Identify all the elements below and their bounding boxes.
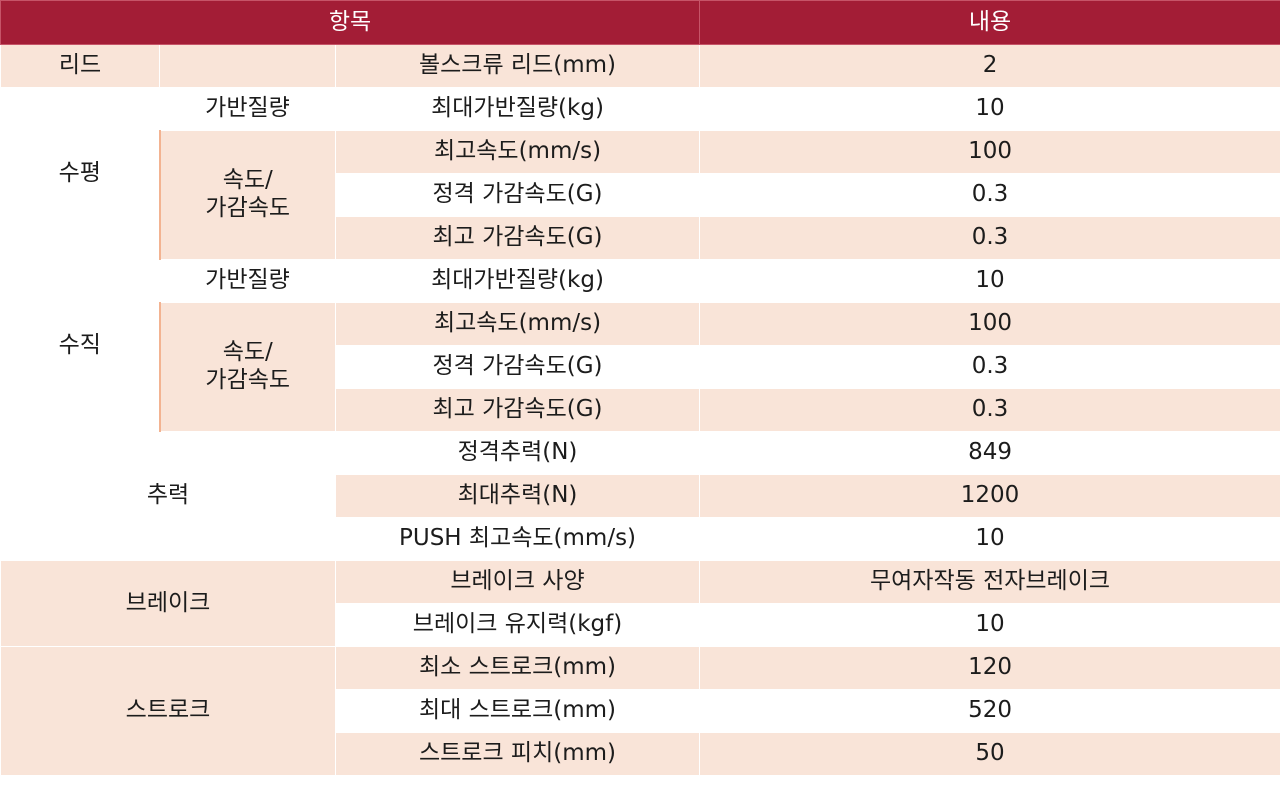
subcategory-speed-line2: 가감속도: [205, 195, 291, 221]
table-row: 속도/ 가감속도 최고속도(mm/s) 100: [1, 130, 1280, 260]
item-value: 2: [699, 44, 1280, 88]
item-value: 100: [699, 130, 1280, 174]
category-brake: 브레이크: [0, 560, 336, 647]
table-row: 정격 가감속도(G) 0.3: [1, 345, 1280, 389]
item-name: 최고속도(mm/s): [334, 302, 701, 346]
header-content: 내용: [699, 0, 1280, 45]
table-row: 브레이크 브레이크 사양 무여자작동 전자브레이크: [0, 560, 1280, 647]
item-value: 100: [699, 302, 1280, 346]
subcategory-speed-line1: 속도/: [222, 339, 273, 366]
subcategory-speed-line2: 가감속도: [205, 367, 291, 393]
table-row: 수직 가반질량 최대가반질량(kg) 10: [0, 259, 1280, 432]
category-horizontal: 수평: [0, 87, 160, 260]
item-name: 브레이크 유지력(kgf): [334, 603, 701, 647]
header-item: 항목: [0, 0, 701, 45]
item-value: 0.3: [699, 345, 1280, 389]
table-row: 속도/ 가감속도 최고속도(mm/s) 100: [1, 302, 1280, 432]
table-row: 최대추력(N) 1200: [1, 474, 1280, 518]
subcategory-speed-line1: 속도/: [222, 167, 273, 194]
table-row: 추력 정격추력(N) 849: [0, 431, 1280, 561]
table-row: 수평 가반질량 최대가반질량(kg) 10: [0, 87, 1280, 260]
subcategory-speed: 속도/ 가감속도: [158, 302, 336, 432]
item-value: 120: [699, 646, 1280, 690]
subcategory-payload: 가반질량: [159, 259, 336, 303]
item-name: 최고 가감속도(G): [334, 216, 701, 260]
item-name: 최소 스트로크(mm): [334, 646, 701, 690]
item-value: 0.3: [699, 173, 1280, 217]
item-name: 최대추력(N): [334, 474, 701, 518]
item-value: 10: [699, 87, 1280, 131]
item-name: 최고속도(mm/s): [334, 130, 701, 174]
table-row: 최고 가감속도(G) 0.3: [1, 388, 1280, 432]
header-row: 항목 내용: [0, 0, 1280, 45]
item-value: 1200: [699, 474, 1280, 518]
item-value: 10: [699, 517, 1280, 561]
item-name: PUSH 최고속도(mm/s): [334, 517, 701, 561]
item-name: 최고 가감속도(G): [334, 388, 701, 432]
item-name: 최대가반질량(kg): [334, 87, 701, 131]
table-row: 스트로크 최소 스트로크(mm) 120: [0, 646, 1280, 776]
item-value: 10: [699, 603, 1280, 647]
item-name: 최대 스트로크(mm): [334, 689, 701, 733]
item-value: 0.3: [699, 216, 1280, 260]
item-value: 10: [699, 259, 1280, 303]
table-row: 정격 가감속도(G) 0.3: [1, 173, 1280, 217]
item-name: 최대가반질량(kg): [334, 259, 701, 303]
item-name: 정격 가감속도(G): [334, 173, 701, 217]
category-lead: 리드: [0, 44, 160, 88]
item-value: 무여자작동 전자브레이크: [699, 560, 1280, 604]
item-name: 스트로크 피치(mm): [334, 732, 701, 776]
subcategory-empty: [159, 44, 336, 88]
item-value: 0.3: [699, 388, 1280, 432]
item-value: 849: [699, 431, 1280, 475]
table-row: 리드 볼스크류 리드(mm) 2: [0, 44, 1280, 88]
item-name: 볼스크류 리드(mm): [334, 44, 701, 88]
category-thrust: 추력: [0, 431, 336, 561]
subcategory-payload: 가반질량: [159, 87, 336, 131]
table-row: PUSH 최고속도(mm/s) 10: [1, 517, 1280, 561]
category-stroke: 스트로크: [0, 646, 336, 776]
item-value: 520: [699, 689, 1280, 733]
table-row: 스트로크 피치(mm) 50: [1, 732, 1280, 776]
item-value: 50: [699, 732, 1280, 776]
category-vertical: 수직: [0, 259, 160, 432]
item-name: 정격추력(N): [334, 431, 701, 475]
item-name: 브레이크 사양: [334, 560, 701, 604]
item-name: 정격 가감속도(G): [334, 345, 701, 389]
subcategory-speed: 속도/ 가감속도: [158, 130, 336, 260]
